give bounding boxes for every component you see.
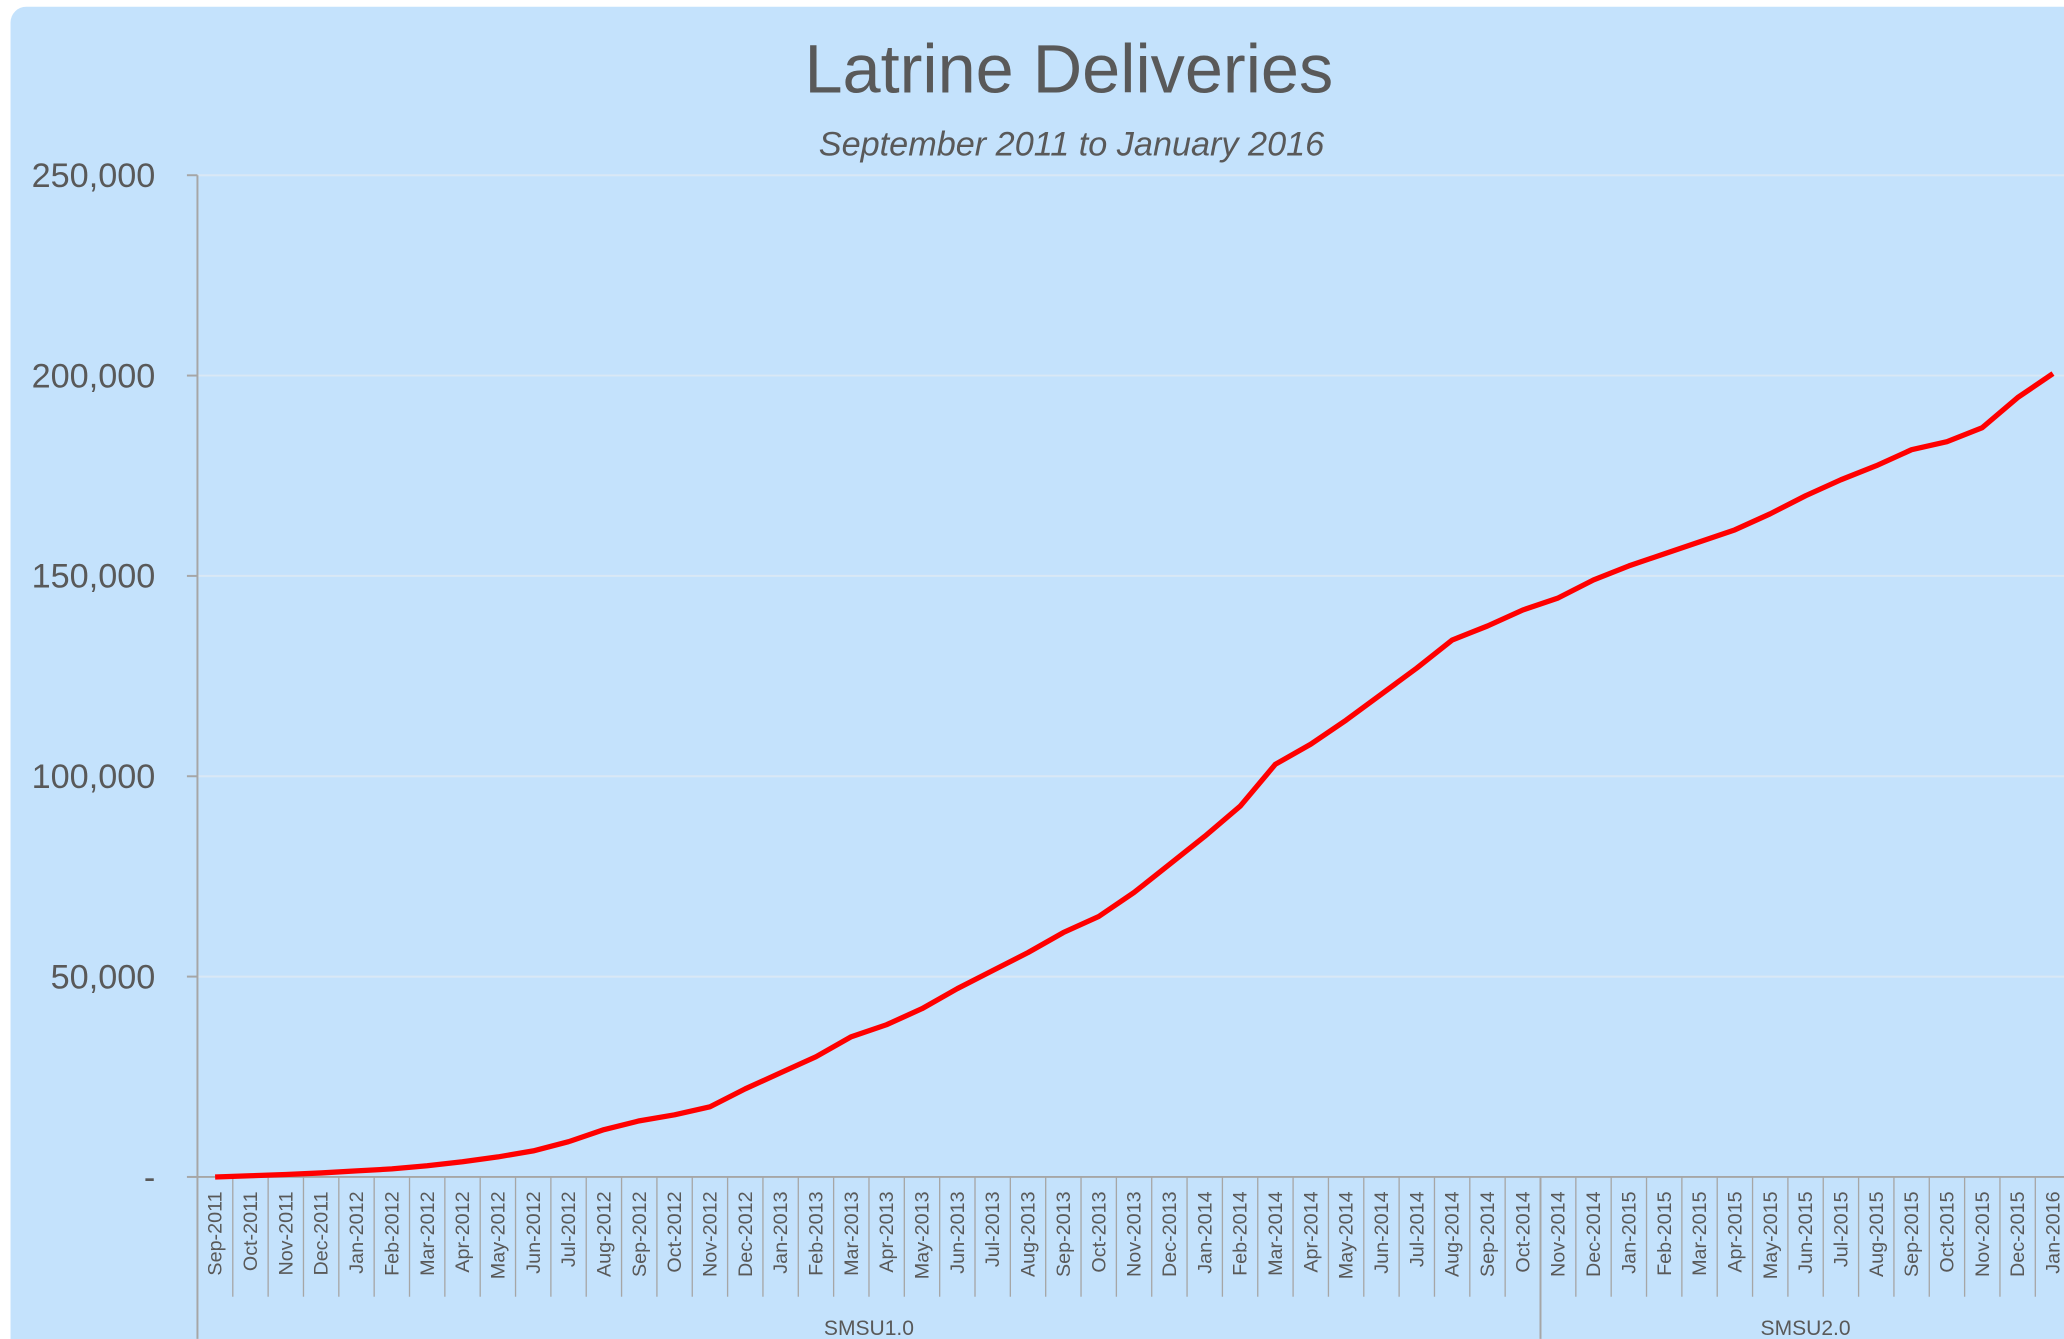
- x-tick-label: Feb-2013: [806, 1191, 828, 1276]
- x-tick-label: Nov-2015: [1972, 1191, 1994, 1277]
- x-tick-label: Jul-2012: [558, 1191, 580, 1267]
- x-tick-label: Feb-2012: [381, 1191, 403, 1275]
- x-tick-label: Jun-2012: [523, 1191, 545, 1273]
- y-tick-label: 250,000: [32, 157, 156, 195]
- x-tick-label: Oct-2015: [1937, 1191, 1959, 1272]
- x-tick-label: Aug-2013: [1018, 1191, 1040, 1277]
- x-tick-label: Sep-2014: [1477, 1191, 1499, 1277]
- x-tick-label: Apr-2015: [1724, 1191, 1746, 1272]
- x-tick-label: Mar-2014: [1265, 1191, 1287, 1275]
- x-tick-label: Dec-2013: [1159, 1191, 1181, 1277]
- x-tick-label: Nov-2012: [700, 1191, 722, 1277]
- x-tick-label: Dec-2011: [311, 1191, 333, 1275]
- chart-background: [10, 6, 2064, 1339]
- x-tick-label: Sep-2013: [1053, 1191, 1075, 1277]
- x-tick-label: Nov-2011: [275, 1191, 297, 1275]
- group-label: SMSU1.0: [824, 1317, 914, 1339]
- x-tick-label: May-2012: [487, 1191, 509, 1279]
- x-tick-label: Oct-2013: [1088, 1191, 1110, 1272]
- x-tick-label: Jun-2014: [1371, 1191, 1393, 1273]
- x-tick-label: Jul-2013: [982, 1191, 1004, 1267]
- y-tick-label: 100,000: [32, 758, 156, 796]
- chart-title: Latrine Deliveries: [804, 30, 1333, 107]
- group-label: SMSU2.0: [1761, 1317, 1851, 1339]
- x-tick-label: Jan-2012: [346, 1191, 368, 1273]
- x-tick-label: Jan-2015: [1618, 1191, 1640, 1273]
- x-tick-label: Apr-2013: [876, 1191, 898, 1272]
- x-tick-label: Aug-2014: [1442, 1191, 1464, 1277]
- x-tick-label: Feb-2015: [1654, 1191, 1676, 1276]
- x-tick-label: Mar-2012: [417, 1191, 439, 1275]
- x-tick-label: Sep-2011: [205, 1191, 227, 1275]
- x-tick-label: Oct-2012: [664, 1191, 686, 1272]
- x-tick-label: May-2014: [1336, 1191, 1358, 1279]
- x-tick-label: Sep-2012: [629, 1191, 651, 1277]
- x-tick-label: Apr-2014: [1300, 1191, 1322, 1272]
- x-tick-label: Jul-2015: [1830, 1191, 1852, 1267]
- x-tick-label: Jul-2014: [1406, 1191, 1428, 1267]
- x-tick-label: Jan-2014: [1194, 1191, 1216, 1273]
- x-tick-label: May-2015: [1760, 1191, 1782, 1279]
- x-tick-label: Dec-2012: [735, 1191, 757, 1277]
- x-tick-label: Jun-2013: [947, 1191, 969, 1273]
- chart-subtitle: September 2011 to January 2016: [819, 125, 1325, 163]
- x-tick-label: Apr-2012: [452, 1191, 474, 1272]
- x-tick-label: Jan-2013: [770, 1191, 792, 1273]
- x-tick-label: Sep-2015: [1901, 1191, 1923, 1277]
- x-tick-label: Nov-2013: [1124, 1191, 1146, 1277]
- x-tick-label: Oct-2011: [240, 1191, 262, 1271]
- x-tick-label: Dec-2014: [1583, 1191, 1605, 1277]
- y-tick-label: 200,000: [32, 357, 156, 395]
- y-tick-label: 150,000: [32, 558, 156, 596]
- x-tick-label: Nov-2014: [1548, 1191, 1570, 1277]
- x-tick-label: Mar-2013: [841, 1191, 863, 1275]
- x-tick-label: Oct-2014: [1512, 1191, 1534, 1272]
- y-tick-label: -: [144, 1159, 155, 1197]
- x-tick-label: Aug-2015: [1866, 1191, 1888, 1277]
- x-tick-label: Dec-2015: [2007, 1191, 2029, 1277]
- y-tick-label: 50,000: [51, 958, 156, 996]
- series-line: [215, 371, 2055, 1180]
- x-tick-label: Mar-2015: [1689, 1191, 1711, 1275]
- x-tick-label: Aug-2012: [593, 1191, 615, 1277]
- x-tick-label: Jan-2016: [2043, 1191, 2064, 1273]
- x-tick-label: Feb-2014: [1230, 1191, 1252, 1276]
- x-tick-label: May-2013: [912, 1191, 934, 1279]
- x-tick-label: Jun-2015: [1795, 1191, 1817, 1273]
